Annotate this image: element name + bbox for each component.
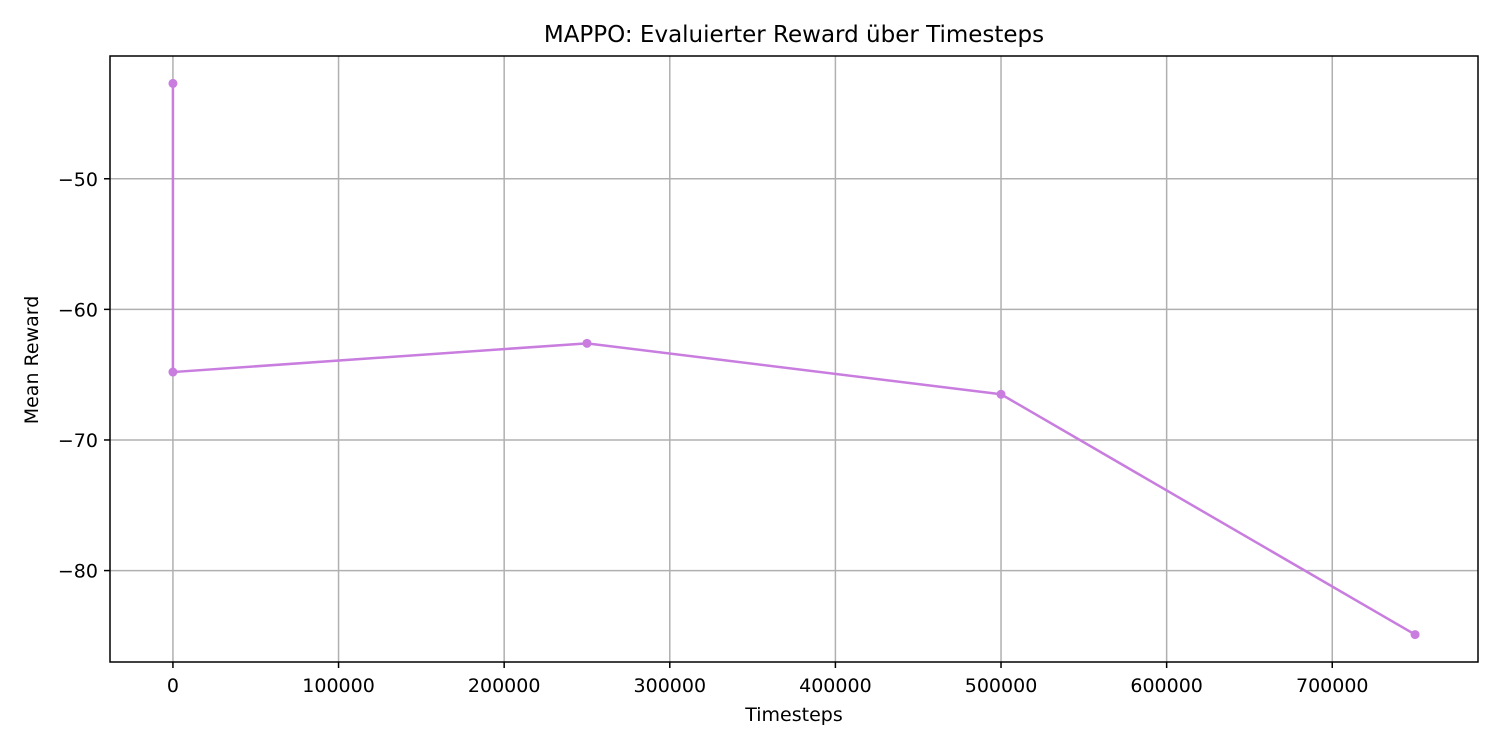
x-tick-label: 600000 — [1130, 675, 1203, 697]
y-tick-label: −80 — [58, 561, 98, 583]
x-tick-label: 500000 — [965, 675, 1038, 697]
data-point — [168, 367, 178, 377]
x-tick-label: 700000 — [1296, 675, 1369, 697]
y-axis-title: Mean Reward — [21, 296, 43, 425]
data-point — [996, 389, 1006, 399]
x-tick-label: 300000 — [634, 675, 707, 697]
x-tick-label: 400000 — [799, 675, 872, 697]
x-tick-label: 100000 — [302, 675, 375, 697]
ticks: 0 100000 200000 300000 400000 500000 600000 700… — [58, 169, 1369, 697]
x-axis-title: Timesteps — [744, 704, 843, 726]
series-layer — [168, 78, 1420, 640]
data-point — [1410, 630, 1420, 640]
x-tick-label: 200000 — [468, 675, 541, 697]
plot-frame — [109, 55, 1479, 663]
chart-title: MAPPO: Evaluierter Reward über Timesteps — [544, 22, 1044, 48]
data-point — [168, 78, 178, 88]
grid — [110, 56, 1478, 662]
x-tick-label: 0 — [167, 675, 179, 697]
y-tick-label: −70 — [58, 430, 98, 452]
y-tick-label: −50 — [58, 169, 98, 191]
data-point — [582, 338, 592, 348]
y-tick-label: −60 — [58, 299, 98, 321]
